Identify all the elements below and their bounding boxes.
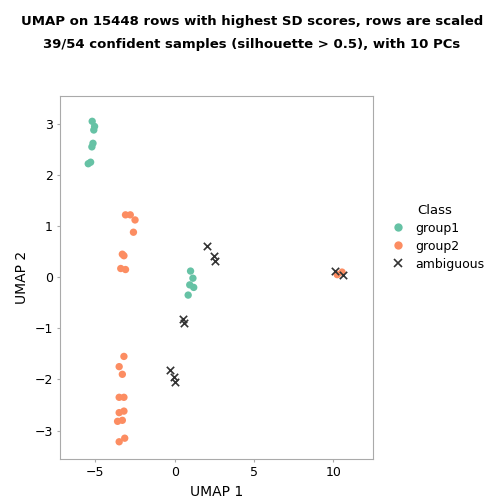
Point	[115, 409, 123, 417]
Point	[333, 271, 341, 279]
Point	[130, 228, 138, 236]
Point	[338, 268, 346, 276]
Point	[120, 434, 129, 442]
Point	[118, 370, 127, 379]
Point	[203, 241, 211, 249]
Point	[126, 211, 134, 219]
Point	[185, 281, 194, 289]
Y-axis label: UMAP 2: UMAP 2	[15, 250, 29, 304]
Point	[331, 267, 339, 275]
Point	[117, 265, 125, 273]
Point	[90, 126, 98, 134]
Point	[121, 266, 130, 274]
Point	[189, 274, 197, 282]
Point	[190, 283, 198, 291]
Legend: group1, group2, ambiguous: group1, group2, ambiguous	[386, 204, 484, 271]
Point	[120, 393, 128, 401]
Text: 39/54 confident samples (silhouette > 0.5), with 10 PCs: 39/54 confident samples (silhouette > 0.…	[43, 38, 461, 51]
Point	[180, 319, 188, 327]
Point	[118, 416, 127, 424]
Point	[118, 250, 127, 258]
Point	[115, 393, 123, 401]
Point	[186, 267, 195, 275]
Point	[120, 352, 128, 360]
Point	[91, 122, 99, 131]
Point	[121, 211, 130, 219]
Point	[210, 251, 218, 260]
Point	[179, 315, 187, 323]
Text: UMAP on 15448 rows with highest SD scores, rows are scaled: UMAP on 15448 rows with highest SD score…	[21, 15, 483, 28]
Point	[339, 271, 347, 279]
Point	[171, 378, 179, 386]
Point	[211, 257, 219, 265]
Point	[84, 160, 92, 168]
Point	[166, 366, 174, 374]
Point	[87, 158, 95, 166]
Point	[88, 117, 96, 125]
Point	[115, 362, 123, 370]
Point	[120, 407, 128, 415]
Point	[89, 139, 97, 147]
Point	[113, 417, 121, 425]
Point	[131, 216, 139, 224]
X-axis label: UMAP 1: UMAP 1	[190, 485, 243, 499]
Point	[88, 143, 96, 151]
Point	[120, 251, 128, 260]
Point	[184, 291, 192, 299]
Point	[115, 438, 123, 446]
Point	[170, 373, 178, 381]
